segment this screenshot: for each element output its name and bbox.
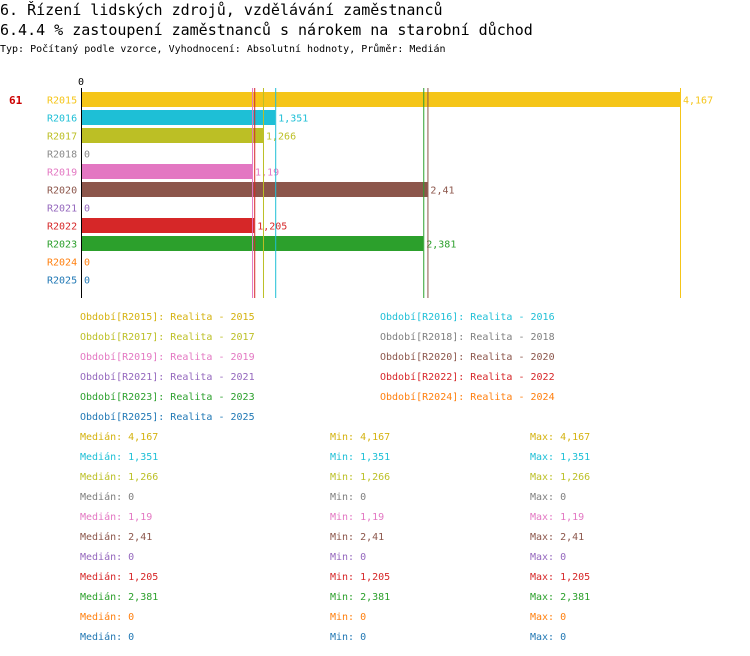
axis-zero-label: 0 [78, 77, 84, 88]
category-label: R2021 [47, 204, 77, 215]
category-label: R2016 [47, 114, 77, 125]
stat-max: Max: 0 [530, 552, 567, 563]
stat-median: Medián: 0 [80, 492, 135, 503]
stat-max: Max: 0 [530, 632, 567, 643]
stat-median: Medián: 1,205 [80, 572, 159, 583]
bar [82, 128, 263, 143]
category-label: R2015 [47, 96, 77, 107]
stat-max: Max: 0 [530, 492, 567, 503]
chart-meta: Typ: Počítaný podle vzorce, Vyhodnocení:… [0, 44, 446, 55]
stat-min: Min: 4,167 [330, 432, 391, 443]
stat-max: Max: 1,205 [530, 572, 591, 583]
row-id: 61 [9, 94, 23, 107]
value-label: 0 [84, 276, 90, 287]
value-label: 1,19 [255, 168, 279, 179]
value-label: 2,381 [426, 240, 456, 251]
bar [82, 164, 253, 179]
legend-item: Období[R2024]: Realita - 2024 [380, 392, 555, 403]
stat-median: Medián: 0 [80, 552, 135, 563]
stat-max: Max: 2,381 [530, 592, 591, 603]
value-label: 4,167 [683, 96, 713, 107]
value-label: 0 [84, 150, 90, 161]
legend-item: Období[R2023]: Realita - 2023 [80, 392, 255, 403]
stat-max: Max: 4,167 [530, 432, 591, 443]
legend-item: Období[R2015]: Realita - 2015 [80, 312, 255, 323]
stat-median: Medián: 2,381 [80, 592, 159, 603]
stat-median: Medián: 1,266 [80, 472, 159, 483]
legend-item: Období[R2017]: Realita - 2017 [80, 332, 255, 343]
stat-min: Min: 1,351 [330, 452, 391, 463]
legend-item: Období[R2018]: Realita - 2018 [380, 332, 555, 343]
stat-max: Max: 0 [530, 612, 567, 623]
stat-min: Min: 0 [330, 492, 367, 503]
category-label: R2025 [47, 276, 77, 287]
value-label: 1,266 [266, 132, 296, 143]
category-label: R2024 [47, 258, 77, 269]
category-label: R2023 [47, 240, 77, 251]
value-label: 1,351 [278, 114, 308, 125]
bar [82, 92, 680, 107]
legend-item: Období[R2021]: Realita - 2021 [80, 372, 255, 383]
value-label: 1,205 [257, 222, 287, 233]
legend-item: Období[R2025]: Realita - 2025 [80, 412, 255, 423]
stat-median: Medián: 2,41 [80, 532, 153, 543]
stat-median: Medián: 1,19 [80, 512, 153, 523]
legend-item: Období[R2022]: Realita - 2022 [380, 372, 555, 383]
category-label: R2022 [47, 222, 77, 233]
stat-min: Min: 0 [330, 632, 367, 643]
stat-median: Medián: 0 [80, 632, 135, 643]
stat-min: Min: 2,41 [330, 532, 385, 543]
stat-min: Min: 1,19 [330, 512, 385, 523]
stat-median: Medián: 1,351 [80, 452, 159, 463]
bar [82, 218, 255, 233]
legend-item: Období[R2019]: Realita - 2019 [80, 352, 255, 363]
value-label: 0 [84, 258, 90, 269]
page-title: 6. Řízení lidských zdrojů, vzdělávání za… [0, 1, 443, 19]
category-label: R2020 [47, 186, 77, 197]
value-label: 0 [84, 204, 90, 215]
stat-max: Max: 1,19 [530, 512, 585, 523]
stat-median: Medián: 4,167 [80, 432, 159, 443]
category-label: R2017 [47, 132, 77, 143]
stat-min: Min: 1,205 [330, 572, 391, 583]
stat-median: Medián: 0 [80, 612, 135, 623]
category-label: R2018 [47, 150, 77, 161]
value-label: 2,41 [430, 186, 454, 197]
stat-max: Max: 1,351 [530, 452, 591, 463]
stat-min: Min: 1,266 [330, 472, 391, 483]
stat-max: Max: 2,41 [530, 532, 585, 543]
stat-min: Min: 0 [330, 612, 367, 623]
category-label: R2019 [47, 168, 77, 179]
stat-max: Max: 1,266 [530, 472, 591, 483]
chart-subtitle: 6.4.4 % zastoupení zaměstnanců s nárokem… [0, 21, 533, 39]
legend-item: Období[R2020]: Realita - 2020 [380, 352, 555, 363]
legend-item: Období[R2016]: Realita - 2016 [380, 312, 555, 323]
bar [82, 110, 276, 125]
stat-min: Min: 2,381 [330, 592, 391, 603]
stat-min: Min: 0 [330, 552, 367, 563]
